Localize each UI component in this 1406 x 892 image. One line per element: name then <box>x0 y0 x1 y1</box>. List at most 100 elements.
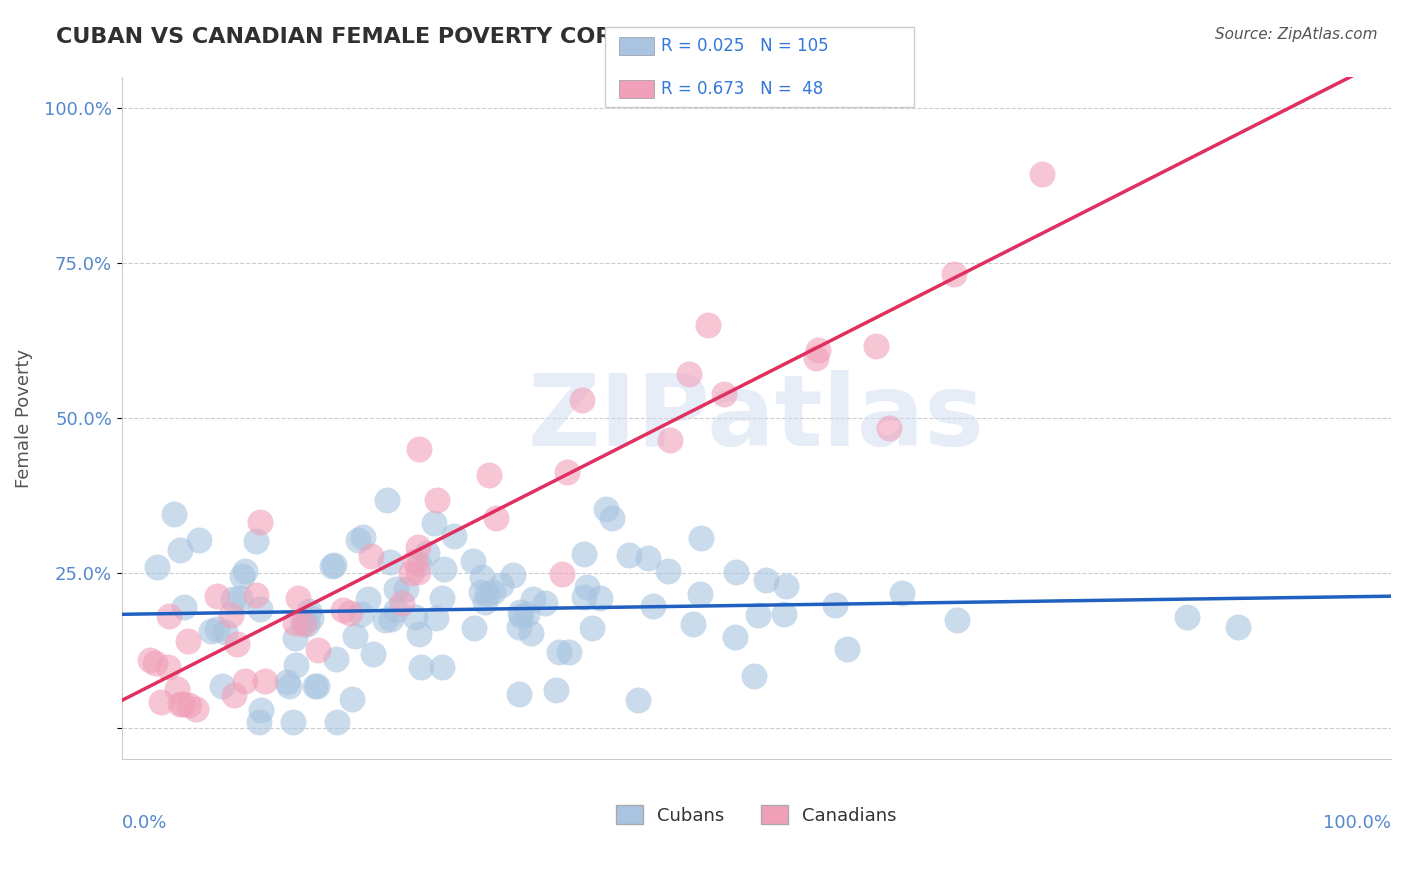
Point <box>222 688 245 702</box>
Point <box>478 467 501 482</box>
Point <box>177 698 200 712</box>
Point <box>619 548 641 562</box>
Point <box>229 591 252 606</box>
Point <box>207 622 229 636</box>
Point <box>406 565 429 579</box>
Point <box>177 634 200 648</box>
Point <box>278 679 301 693</box>
Point <box>1031 167 1053 181</box>
Point <box>339 606 361 620</box>
Point <box>637 550 659 565</box>
Point <box>249 515 271 529</box>
Point <box>725 566 748 580</box>
Point <box>747 608 769 623</box>
Point <box>891 586 914 600</box>
Point <box>380 612 402 626</box>
Point <box>169 542 191 557</box>
Point <box>385 603 408 617</box>
Point <box>522 592 544 607</box>
Point <box>443 528 465 542</box>
Point <box>824 598 846 612</box>
Point <box>544 683 567 698</box>
Point <box>219 608 242 623</box>
Point <box>678 367 700 381</box>
Text: Source: ZipAtlas.com: Source: ZipAtlas.com <box>1215 27 1378 42</box>
Point <box>298 604 321 618</box>
Text: CUBAN VS CANADIAN FEMALE POVERTY CORRELATION CHART: CUBAN VS CANADIAN FEMALE POVERTY CORRELA… <box>56 27 827 46</box>
Point <box>581 621 603 635</box>
Point <box>835 642 858 657</box>
Text: R = 0.025   N = 105: R = 0.025 N = 105 <box>661 37 828 55</box>
Point <box>163 508 186 522</box>
Point <box>404 609 426 624</box>
Point <box>375 493 398 508</box>
Point <box>474 595 496 609</box>
Point <box>510 608 533 623</box>
Point <box>470 585 492 599</box>
Point <box>184 702 207 716</box>
Point <box>576 580 599 594</box>
Point <box>404 553 426 567</box>
Point <box>865 339 887 353</box>
Point <box>773 607 796 621</box>
Point <box>461 554 484 568</box>
Point <box>595 501 617 516</box>
Point <box>245 534 267 549</box>
Point <box>408 442 430 456</box>
Point <box>343 629 366 643</box>
Point <box>350 607 373 621</box>
Point <box>283 714 305 729</box>
Point <box>157 608 180 623</box>
Point <box>378 555 401 569</box>
Point <box>391 596 413 610</box>
Point <box>299 611 322 625</box>
Point <box>172 697 194 711</box>
Point <box>509 606 531 620</box>
Point <box>292 615 315 629</box>
Point <box>689 587 711 601</box>
Point <box>508 687 530 701</box>
Point <box>222 591 245 606</box>
Point <box>804 351 827 365</box>
Point <box>292 616 315 631</box>
Point <box>326 714 349 729</box>
Point <box>307 679 329 693</box>
Point <box>426 492 449 507</box>
Point <box>724 630 747 644</box>
Point <box>713 387 735 401</box>
Point <box>755 574 778 588</box>
Point <box>233 565 256 579</box>
Point <box>211 679 233 693</box>
Point <box>534 596 557 610</box>
Point <box>600 511 623 525</box>
Point <box>682 616 704 631</box>
Point <box>276 675 298 690</box>
Point <box>332 603 354 617</box>
Point <box>169 697 191 711</box>
Point <box>430 591 453 605</box>
Point <box>399 566 422 581</box>
Point <box>1227 620 1250 634</box>
Point <box>250 703 273 717</box>
Point <box>360 549 382 563</box>
Point <box>325 651 347 665</box>
Point <box>508 620 530 634</box>
Point <box>149 695 172 709</box>
Point <box>254 674 277 689</box>
Point <box>304 679 326 693</box>
Point <box>477 587 499 601</box>
Point <box>249 602 271 616</box>
Point <box>433 561 456 575</box>
Text: 100.0%: 100.0% <box>1323 814 1391 831</box>
Point <box>742 669 765 683</box>
Point <box>775 579 797 593</box>
Point <box>879 420 901 434</box>
Legend: Cubans, Canadians: Cubans, Canadians <box>609 798 904 831</box>
Point <box>572 547 595 561</box>
Point <box>485 511 508 525</box>
Point <box>361 647 384 661</box>
Point <box>657 564 679 578</box>
Point <box>352 530 374 544</box>
Point <box>430 660 453 674</box>
Point <box>491 578 513 592</box>
